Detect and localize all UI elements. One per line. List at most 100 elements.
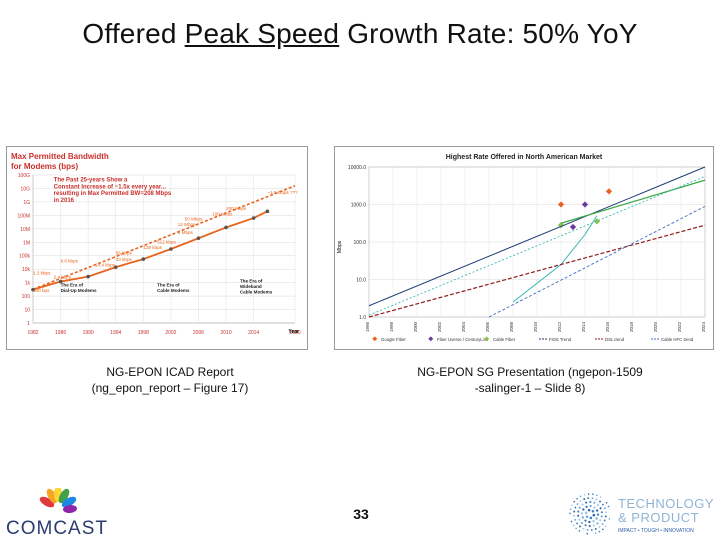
globe-dot	[596, 494, 598, 496]
globe-dot	[586, 533, 589, 535]
globe-dot	[596, 522, 599, 525]
left-x-tick-label: 2006	[193, 330, 204, 336]
left-caption-line-1: NG-EPON ICAD Report	[106, 365, 234, 379]
globe-dot	[577, 514, 580, 517]
left-annotation: The Era of	[157, 283, 180, 288]
left-caption: NG-EPON ICAD Report (ng_epon_report – Fi…	[70, 364, 270, 396]
right-chart-title: Highest Rate Offered in North American M…	[446, 154, 603, 161]
right-series-line	[488, 205, 706, 318]
globe-dot	[591, 510, 595, 513]
left-annotation: Dial-Up Modems	[61, 288, 97, 293]
left-x-tick-label: 1986	[55, 330, 66, 336]
globe-dot	[589, 504, 592, 508]
globe-dot	[580, 512, 584, 515]
left-y-tick-label: 100G	[18, 173, 30, 179]
title-prefix: Offered	[82, 18, 185, 49]
left-x-tick-label: 1990	[83, 330, 94, 336]
right-legend-label: Cable Fiber	[493, 337, 516, 342]
right-x-tick-label: 2014	[581, 321, 586, 332]
globe-dot	[604, 511, 607, 514]
max-permitted-bandwidth-chart: Max Permitted Bandwidth for Modems (bps)…	[6, 146, 308, 350]
left-annotation: 128 kbps	[143, 245, 162, 250]
left-y-tick-label: 10	[24, 308, 30, 314]
right-x-tick-label: 2004	[461, 321, 466, 332]
right-y-label: Mbps	[337, 240, 343, 253]
right-series-line	[368, 175, 706, 316]
left-caption-line-2: (ng_epon_report – Figure 17)	[91, 381, 249, 395]
right-series	[368, 166, 706, 318]
globe-dot	[604, 525, 607, 528]
globe-dot	[591, 493, 594, 495]
left-bandwidth-line	[32, 210, 268, 291]
right-y-tick-label: 100.0	[353, 240, 366, 246]
globe-dot	[588, 520, 591, 524]
left-chart-svg: Max Permitted Bandwidth for Modems (bps)…	[11, 152, 301, 336]
right-y-tick-label: 1.0	[359, 315, 366, 321]
globe-dot	[601, 503, 604, 506]
globe-dot	[585, 515, 589, 518]
globe-dot	[585, 501, 588, 504]
right-y-tick-label: 10.0	[356, 278, 366, 284]
globe-dot	[573, 514, 576, 517]
left-x-tick-label: 1998	[138, 330, 149, 336]
right-caption-line-2: -salinger-1 – Slide 8)	[474, 381, 586, 395]
left-series	[31, 185, 296, 292]
left-annotation: The Past 25-years Show a	[54, 178, 128, 184]
globe-dot	[584, 519, 587, 522]
left-trend-line	[32, 185, 296, 291]
left-x-tick-label: 2014	[248, 330, 259, 336]
globe-dot	[599, 519, 602, 522]
left-x-tick-label: 2020	[289, 330, 300, 336]
left-y-tick-label: 10M	[20, 227, 30, 233]
globe-dot	[573, 510, 576, 513]
left-annotation: 9.6 kbps	[61, 258, 79, 263]
title-underlined: Peak Speed	[184, 18, 340, 49]
globe-dot	[596, 503, 600, 507]
globe-dot	[592, 513, 596, 517]
globe-dot	[595, 517, 598, 520]
globe-dot	[578, 506, 581, 509]
left-data-point	[224, 225, 228, 230]
globe-dot	[569, 508, 572, 510]
globe-dot	[572, 524, 575, 527]
left-x-tick-label: 2010	[220, 330, 231, 336]
left-x-tick-label: 1994	[110, 330, 121, 336]
globe-dot	[603, 507, 606, 510]
left-annotation: 5 Mbps	[178, 230, 194, 235]
left-data-point	[31, 287, 35, 292]
left-data-point	[141, 257, 146, 261]
right-x-tick-label: 2024	[701, 321, 706, 332]
globe-dot	[599, 500, 601, 503]
right-series-line	[368, 166, 706, 307]
globe-dot	[584, 524, 587, 527]
globe-dot	[600, 511, 603, 514]
left-chart-title-2: for Modems (bps)	[11, 162, 78, 171]
globe-dot	[580, 521, 584, 525]
right-legend-label: DSL trend	[605, 337, 625, 342]
globe-dot	[574, 506, 577, 509]
left-annotation: 12 Mbps	[178, 222, 196, 227]
right-x-tick-label: 2018	[629, 321, 634, 332]
left-chart-title-1: Max Permitted Bandwidth	[11, 152, 109, 161]
globe-dot	[583, 498, 586, 501]
globe-dot	[588, 524, 591, 528]
left-y-ticks: 100G 10G 1G 100M 10M 1M 100k 10k 1k 100 10 1	[17, 173, 30, 327]
page-number: 33	[353, 506, 369, 522]
right-x-tick-label: 2008	[509, 321, 514, 332]
left-x-tick-label: 2002	[165, 330, 176, 336]
globe-dot	[599, 507, 602, 510]
left-data-point	[169, 247, 173, 251]
right-legend-label: Fiber Uverse / CenturyLink	[437, 337, 489, 342]
left-y-tick-label: 1	[27, 321, 30, 327]
globe-dot	[579, 495, 582, 498]
left-annotation: 50 Mbps	[185, 217, 203, 222]
globe-dot	[604, 515, 607, 518]
left-annotation: Cable Modems	[240, 289, 273, 294]
globe-dot	[582, 527, 585, 530]
tp-tagline: IMPACT • TOUGH • INNOVATION	[618, 528, 694, 534]
right-data-point	[557, 201, 565, 208]
globe-dot	[585, 505, 588, 508]
globe-dot	[573, 500, 576, 503]
dot-globe-icon	[569, 493, 611, 535]
globe-dot	[577, 510, 580, 513]
